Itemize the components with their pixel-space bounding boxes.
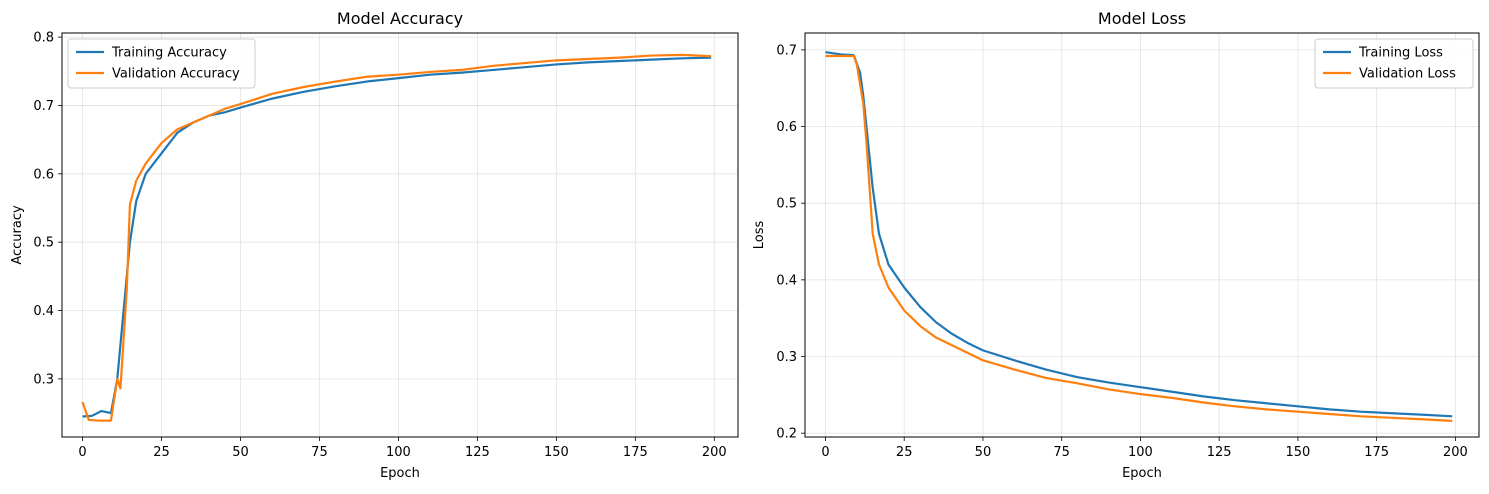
x-tick-label: 100 [386, 445, 411, 460]
x-axis-label: Epoch [1122, 466, 1162, 481]
y-tick-label: 0.5 [776, 197, 797, 212]
chart-title: Model Accuracy [337, 9, 463, 28]
y-tick-label: 0.4 [776, 273, 797, 288]
y-tick-label: 0.7 [776, 43, 797, 58]
series-line-2 [825, 54, 1453, 422]
y-tick-label: 0.5 [33, 236, 54, 251]
x-tick-label: 175 [1364, 445, 1389, 460]
series-line-2 [81, 53, 712, 422]
x-tick-label: 200 [1443, 445, 1468, 460]
legend-label: Validation Loss [1359, 67, 1456, 82]
series-line-1 [82, 56, 712, 418]
y-axis-label: Loss [752, 221, 767, 250]
legend-box [67, 38, 256, 89]
x-tick-label: 0 [78, 445, 86, 460]
x-tick-label: 150 [544, 445, 569, 460]
x-tick-label: 50 [232, 445, 249, 460]
x-tick-label: 150 [1285, 445, 1310, 460]
x-tick-label: 25 [896, 445, 913, 460]
x-tick-label: 50 [975, 445, 992, 460]
series-line-1 [825, 51, 1453, 418]
y-tick-label: 0.7 [33, 99, 54, 114]
y-tick-label: 0.8 [33, 31, 54, 46]
x-tick-label: 0 [821, 445, 829, 460]
legend-box [1314, 38, 1474, 89]
x-tick-label: 175 [623, 445, 648, 460]
y-tick-label: 0.3 [776, 350, 797, 365]
axes-frame [804, 32, 1480, 438]
x-tick-label: 75 [311, 445, 328, 460]
x-tick-label: 25 [153, 445, 170, 460]
chart-panel-1: 0 25 50 75 100 125 150 175 200 0.3 0.4 0.5 0.6 0.7 0.8… [10, 9, 739, 481]
y-tick-label: 0.4 [33, 304, 54, 319]
chart-title: Model Loss [1098, 9, 1186, 28]
x-tick-label: 200 [702, 445, 727, 460]
x-tick-label: 125 [1207, 445, 1232, 460]
x-tick-label: 100 [1128, 445, 1153, 460]
x-tick-label: 125 [465, 445, 490, 460]
legend-label: Training Loss [1358, 46, 1443, 61]
y-axis-label: Accuracy [10, 205, 25, 265]
x-tick-label: 75 [1053, 445, 1070, 460]
y-tick-label: 0.3 [33, 372, 54, 387]
y-tick-label: 0.6 [776, 120, 797, 135]
legend-label: Validation Accuracy [112, 67, 240, 82]
axes-frame [61, 32, 739, 438]
x-axis-label: Epoch [380, 466, 420, 481]
y-tick-label: 0.2 [776, 427, 797, 442]
legend: Training Accuracy Validation Accuracy [67, 38, 256, 89]
y-tick-label: 0.6 [33, 167, 54, 182]
legend-label: Training Accuracy [111, 46, 227, 61]
legend: Training Loss Validation Loss [1314, 38, 1474, 89]
chart-panel-2: 0 25 50 75 100 125 150 175 200 0.2 0.3 0.4 0.5 0.6 0.7… [752, 9, 1480, 481]
